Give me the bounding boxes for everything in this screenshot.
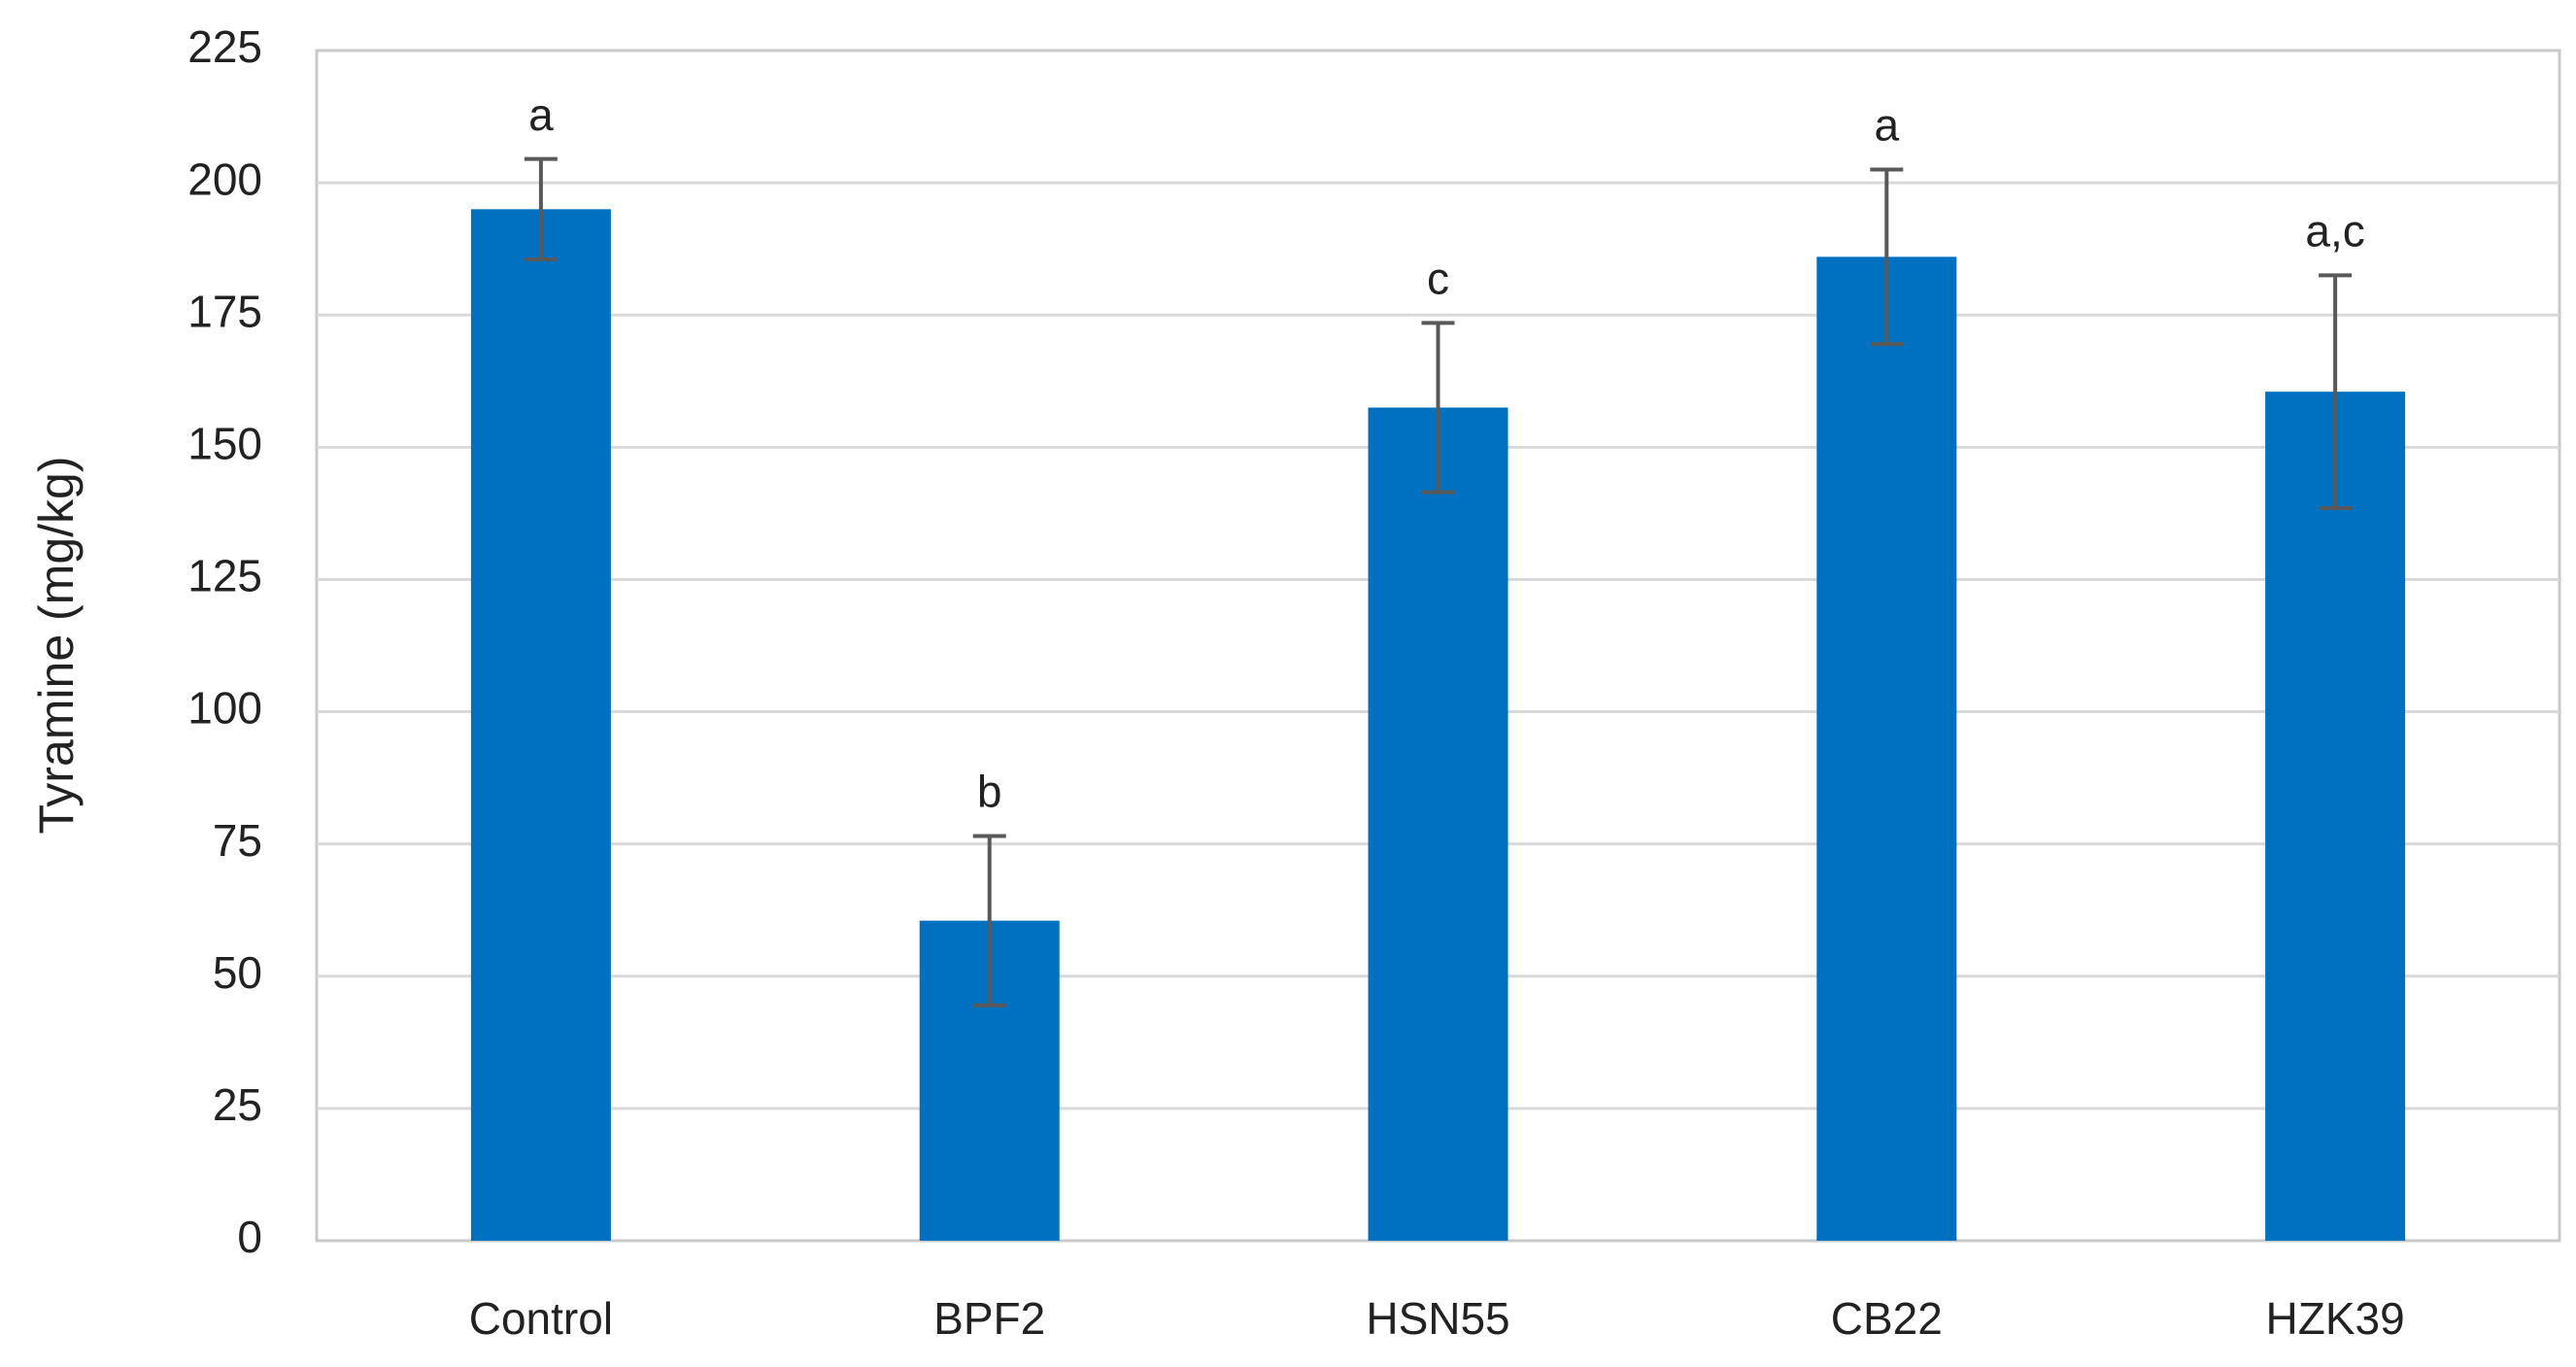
y-tick-label: 100 bbox=[187, 683, 262, 734]
y-tick-label: 200 bbox=[187, 154, 262, 204]
error-bar bbox=[972, 834, 1006, 1008]
y-tick-label: 0 bbox=[237, 1212, 262, 1262]
bar bbox=[2265, 392, 2406, 1242]
y-tick-label: 225 bbox=[187, 21, 262, 72]
bar bbox=[1368, 407, 1508, 1241]
bar bbox=[470, 209, 611, 1241]
x-tick-label: BPF2 bbox=[933, 1293, 1045, 1344]
x-tick-label: CB22 bbox=[1831, 1293, 1943, 1344]
x-tick-label: Control bbox=[469, 1293, 613, 1344]
error-bar bbox=[524, 156, 558, 262]
bar bbox=[1816, 256, 1957, 1241]
x-tick-label: HSN55 bbox=[1366, 1293, 1509, 1344]
x-tick-label: HZK39 bbox=[2266, 1293, 2405, 1344]
significance-label: a bbox=[1875, 100, 1900, 151]
y-tick-label: 175 bbox=[187, 286, 262, 336]
y-tick-label: 75 bbox=[213, 815, 262, 866]
y-tick-label: 125 bbox=[187, 551, 262, 601]
significance-label: a bbox=[528, 89, 554, 140]
significance-label: b bbox=[977, 767, 1002, 817]
error-bar bbox=[2319, 273, 2353, 510]
significance-label: c bbox=[1427, 254, 1449, 304]
y-tick-label: 25 bbox=[213, 1079, 262, 1130]
y-axis-label: Tyramine (mg/kg) bbox=[29, 457, 84, 835]
significance-label: a,c bbox=[2305, 206, 2364, 256]
error-bar bbox=[1870, 167, 1904, 347]
y-tick-label: 50 bbox=[213, 947, 262, 998]
y-tick-label: 150 bbox=[187, 418, 262, 468]
error-bar bbox=[1421, 321, 1455, 495]
